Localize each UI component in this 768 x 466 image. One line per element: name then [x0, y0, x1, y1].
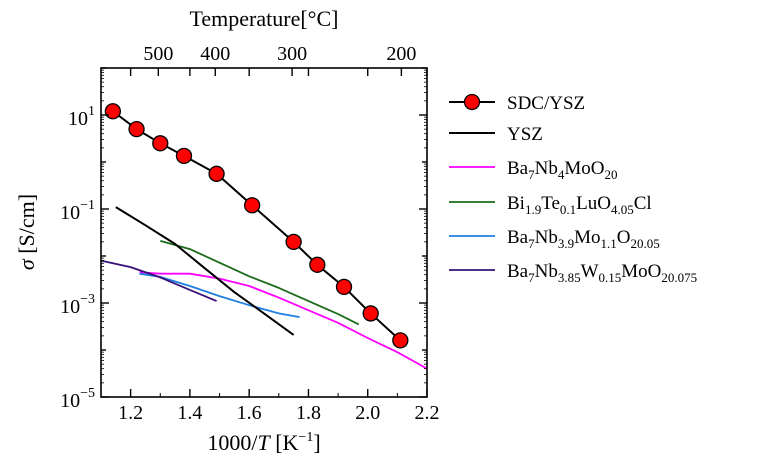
legend-text-part: MoO	[621, 261, 661, 282]
legend-text-part: LuO	[576, 193, 611, 214]
x-tick-label: 1.4	[177, 402, 202, 424]
legend-label-4: Ba7Nb3.9Mo1.1O20.05	[507, 227, 660, 251]
x-axis-title: 1000/T [K−1]	[207, 430, 320, 455]
series-line-1	[115, 206, 295, 336]
legend-text-part: W	[581, 261, 599, 282]
series-line-5	[100, 259, 217, 302]
x-tick-label: 1.2	[118, 402, 143, 424]
legend-text-part: 3.85	[558, 270, 581, 285]
legend-label-0: SDC/YSZ	[507, 93, 585, 114]
data-point	[152, 135, 169, 152]
x-tick-label: 2.0	[355, 402, 380, 424]
y-tick-label: 10−5	[60, 386, 95, 412]
data-point	[392, 332, 409, 349]
top-tick-label: 500	[143, 43, 173, 65]
legend-text-part: 0.1	[560, 202, 576, 217]
legend-text-part: Cl	[634, 193, 652, 214]
y-tick-label: 101	[68, 104, 95, 130]
legend-text-part: 0.15	[599, 270, 622, 285]
data-point	[243, 197, 261, 214]
legend-text-part: 1.9	[525, 202, 541, 217]
data-point	[104, 103, 122, 120]
legend-text-part: SDC/YSZ	[507, 93, 585, 114]
legend-text-part: Mo	[574, 227, 600, 248]
legend-label-1: YSZ	[507, 124, 543, 145]
legend-text-part: 20	[604, 167, 617, 182]
legend-text-part: Ba	[507, 227, 529, 248]
data-point	[335, 278, 353, 296]
series-line-3	[160, 240, 360, 326]
legend-text-part: 20.075	[661, 270, 697, 285]
legend-text-part: 1.1	[601, 236, 617, 251]
legend-text-part: 7	[528, 167, 535, 182]
data-point	[208, 165, 225, 182]
legend-text-part: Ba	[507, 158, 529, 179]
legend-text-part: 4	[558, 167, 565, 182]
y-tick-base: 10	[60, 296, 80, 318]
y-tick-exponent: −1	[80, 198, 95, 213]
x-tick-label: 1.6	[237, 402, 262, 424]
data-layer	[100, 103, 428, 370]
y-axis-title: σ [S/cm]	[14, 194, 39, 270]
y-tick-exponent: 1	[88, 104, 95, 119]
data-point	[309, 256, 326, 273]
y-tick-exponent: −5	[80, 386, 95, 401]
data-point	[128, 120, 145, 138]
plot-frame	[100, 67, 428, 398]
legend-text-part: 7	[528, 270, 535, 285]
y-tick-base: 10	[68, 108, 88, 130]
legend-text-part: Ba	[507, 261, 529, 282]
legend-text-part: YSZ	[507, 124, 543, 145]
legend-text-part: Bi	[507, 193, 525, 214]
legend-text-part: O	[617, 227, 631, 248]
legend-text-part: 4.05	[611, 202, 634, 217]
legend-label-5: Ba7Nb3.85W0.15MoO20.075	[507, 261, 697, 285]
data-point	[285, 233, 302, 251]
legend-text-part: MoO	[564, 158, 604, 179]
legend-text-part: Te	[541, 193, 560, 214]
legend-label-3: Bi1.9Te0.1LuO4.05Cl	[507, 193, 652, 217]
x-tick-label: 2.2	[415, 402, 440, 424]
legend-label-2: Ba7Nb4MoO20	[507, 158, 617, 182]
top-tick-label: 200	[386, 43, 416, 65]
y-tick-label: 10−3	[60, 292, 95, 318]
data-point	[175, 147, 193, 165]
y-tick-label: 10−1	[60, 198, 95, 224]
legend-marker	[463, 93, 481, 111]
legend-text-part: Nb	[535, 158, 558, 179]
top-axis-title: Temperature[°C]	[190, 6, 339, 31]
y-tick-base: 10	[60, 390, 80, 412]
legend-text-part: 7	[528, 236, 535, 251]
y-tick-exponent: −3	[80, 292, 95, 307]
legend-text-part: 20.05	[630, 236, 659, 251]
legend-text-part: Nb	[535, 261, 558, 282]
top-tick-label: 300	[277, 43, 307, 65]
top-tick-label: 400	[200, 43, 230, 65]
x-tick-label: 1.8	[296, 402, 321, 424]
legend: SDC/YSZYSZBa7Nb4MoO20Bi1.9Te0.1LuO4.05Cl…	[449, 93, 697, 285]
legend-text-part: Nb	[535, 227, 558, 248]
legend-text-part: 3.9	[558, 236, 574, 251]
y-tick-base: 10	[60, 202, 80, 224]
series-line-2	[139, 271, 428, 370]
data-point	[362, 305, 379, 322]
